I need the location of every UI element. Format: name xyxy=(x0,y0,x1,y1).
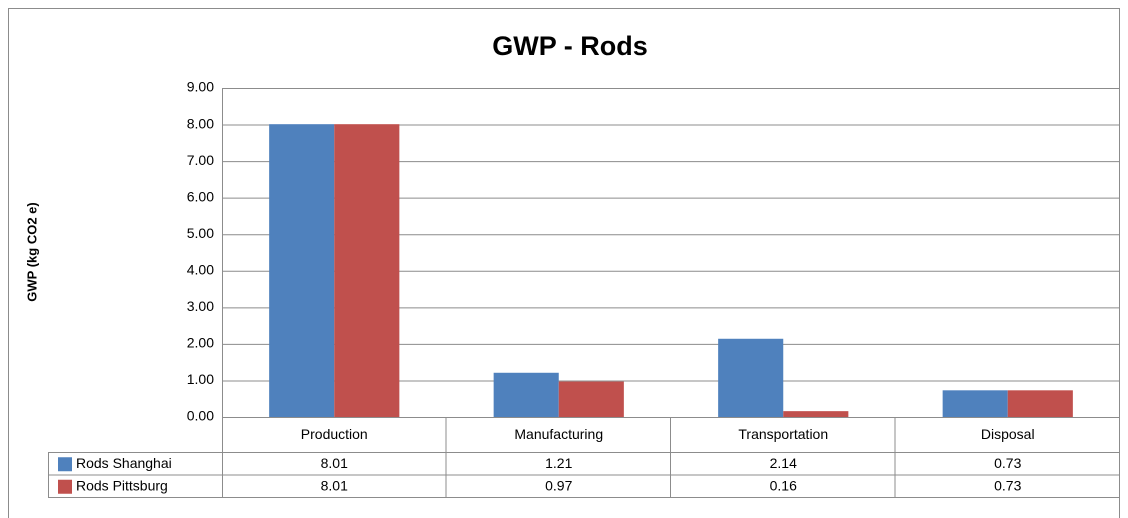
legend-label: Rods Pittsburg xyxy=(76,477,168,493)
y-tick-label: 8.00 xyxy=(187,115,214,131)
bar xyxy=(334,124,400,417)
bar xyxy=(718,338,784,417)
chart-border xyxy=(8,8,1120,518)
table-value: 0.16 xyxy=(770,477,797,493)
table-value: 8.01 xyxy=(321,477,348,493)
bar xyxy=(493,372,559,417)
table-value: 0.97 xyxy=(545,477,572,493)
legend-swatch xyxy=(58,479,72,494)
bar xyxy=(1007,390,1073,417)
table-value: 8.01 xyxy=(321,455,348,471)
bar xyxy=(269,124,335,417)
y-tick-label: 9.00 xyxy=(187,79,214,95)
y-tick-label: 6.00 xyxy=(187,188,214,204)
y-tick-label: 2.00 xyxy=(187,335,214,351)
y-tick-label: 7.00 xyxy=(187,152,214,168)
bar xyxy=(942,390,1008,417)
table-value: 2.14 xyxy=(770,455,797,471)
y-tick-label: 3.00 xyxy=(187,298,214,314)
legend-label: Rods Shanghai xyxy=(76,455,172,471)
x-tick-label: Manufacturing xyxy=(514,426,603,442)
table-value: 0.73 xyxy=(994,455,1021,471)
x-tick-label: Transportation xyxy=(738,426,828,442)
y-axis-label: GWP (kg CO2 e) xyxy=(24,202,39,301)
bar xyxy=(558,381,624,417)
x-tick-label: Disposal xyxy=(981,426,1035,442)
x-tick-label: Production xyxy=(301,426,368,442)
bar xyxy=(783,411,849,417)
chart-title: GWP - Rods xyxy=(492,31,648,61)
legend-swatch xyxy=(58,457,72,472)
y-tick-label: 0.00 xyxy=(187,408,214,424)
y-tick-label: 4.00 xyxy=(187,261,214,277)
y-tick-label: 1.00 xyxy=(187,371,214,387)
table-value: 1.21 xyxy=(545,455,572,471)
table-value: 0.73 xyxy=(994,477,1021,493)
y-tick-label: 5.00 xyxy=(187,225,214,241)
